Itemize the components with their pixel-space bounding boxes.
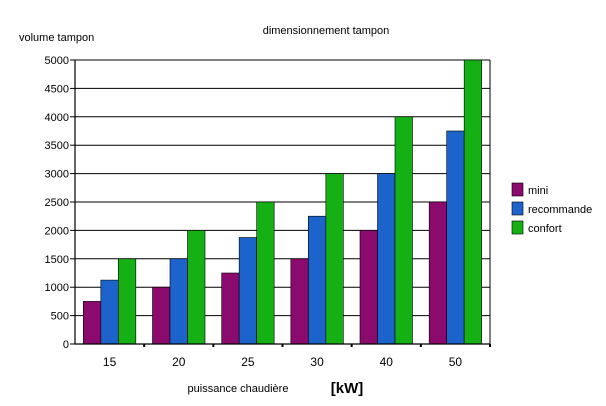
bar-mini-20 — [152, 286, 171, 345]
bar-recommande-40 — [377, 173, 396, 345]
legend-swatch-confort — [511, 220, 524, 235]
y-tick-label: 3500 — [45, 140, 69, 152]
bar-recommande-30 — [308, 215, 327, 345]
x-tick-label: 15 — [103, 355, 117, 369]
legend-swatch-mini — [511, 182, 524, 197]
bars — [83, 59, 482, 345]
y-tick-label: 1500 — [45, 254, 69, 266]
bar-confort-15 — [118, 258, 137, 345]
bar-confort-50 — [463, 59, 482, 345]
y-tick-label: 4000 — [45, 112, 69, 124]
legend-label-mini: mini — [528, 185, 548, 197]
bar-confort-20 — [187, 230, 206, 345]
x-tick-label: 20 — [172, 355, 186, 369]
y-tick-label: 1000 — [45, 282, 69, 294]
chart-title: dimensionnement tampon — [263, 25, 390, 37]
bar-recommande-25 — [238, 237, 257, 345]
bar-mini-50 — [428, 201, 447, 345]
y-axis-label: volume tampon — [19, 32, 94, 44]
legend-swatch-recommande — [511, 201, 524, 216]
y-tick-labels: 0 500 1000 1500 2000 2500 3000 3500 4000 4500 5000 — [45, 55, 69, 351]
bar-recommande-15 — [100, 279, 119, 345]
legend-label-recommande: recommande — [528, 204, 592, 216]
legend-label-confort: confort — [528, 223, 562, 235]
bar-confort-25 — [256, 201, 275, 345]
x-tick-label: 30 — [310, 355, 324, 369]
bar-recommande-50 — [446, 130, 465, 345]
grid-lines — [70, 59, 490, 345]
bar-confort-40 — [394, 116, 413, 345]
y-tick-label: 2500 — [45, 197, 69, 209]
bar-recommande-20 — [169, 258, 188, 345]
bar-confort-30 — [325, 173, 344, 345]
legend: mini recommande confort — [511, 182, 592, 235]
y-tick-label: 500 — [51, 311, 69, 323]
y-tick-label: 5000 — [45, 55, 69, 67]
y-tick-label: 3000 — [45, 169, 69, 181]
bar-mini-25 — [221, 272, 240, 345]
x-axis-unit: [kW] — [331, 380, 364, 397]
y-tick-label: 2000 — [45, 225, 69, 237]
bar-mini-30 — [290, 258, 309, 345]
x-tick-labels: 15 20 25 30 40 50 — [103, 344, 491, 369]
bar-mini-15 — [83, 301, 102, 345]
bar-mini-40 — [359, 230, 378, 345]
y-tick-label: 4500 — [45, 83, 69, 95]
x-tick-label: 40 — [380, 355, 394, 369]
x-tick-label: 50 — [449, 355, 463, 369]
x-tick-label: 25 — [241, 355, 255, 369]
y-tick-label: 0 — [63, 339, 69, 351]
x-axis-label: puissance chaudière — [188, 383, 289, 395]
